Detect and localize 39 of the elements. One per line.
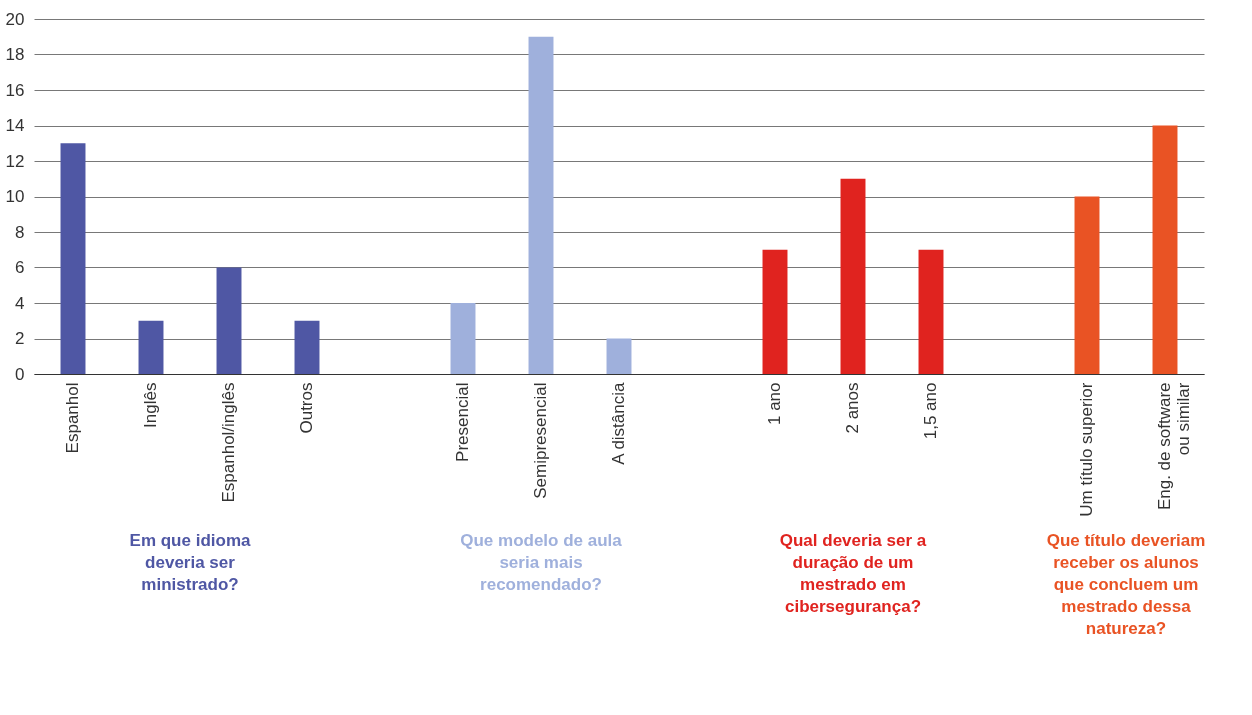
- y-tick-label: 12: [5, 151, 25, 171]
- bar: [840, 178, 866, 374]
- bar: [1152, 125, 1178, 374]
- bar: [1074, 196, 1100, 374]
- x-tick-label: 1 ano: [765, 382, 784, 426]
- x-tick-label: Eng. de software ou similar: [1155, 382, 1193, 511]
- x-tick-label: Inglês: [141, 382, 160, 428]
- y-tick-label: 0: [15, 364, 25, 384]
- bar: [294, 320, 320, 374]
- text: Qual deveria ser a duração de um mestrado em cibersegurança?: [779, 531, 927, 616]
- y-tick-label: 2: [15, 329, 25, 348]
- y-tick-label: 20: [5, 9, 25, 29]
- x-tick-label: Semipresencial: [531, 382, 550, 499]
- y-tick-label: 6: [15, 258, 25, 277]
- x-tick-label: 2 anos: [843, 382, 862, 434]
- bar: [450, 303, 476, 374]
- y-tick-label: 10: [5, 187, 25, 206]
- x-tick-label: Outros: [297, 382, 316, 434]
- bar: [138, 320, 164, 374]
- y-tick-label: 14: [5, 116, 25, 135]
- x-tick-label: Presencial: [453, 382, 472, 462]
- bar: [762, 249, 788, 374]
- x-tick-label: Espanhol: [63, 382, 82, 454]
- text: Que título deveriam receber os alunos que concluem um mestrado dessa natureza?: [1046, 531, 1206, 638]
- text: Em que idioma deveria ser ministrado?: [129, 531, 251, 594]
- x-tick-label: 1,5 ano: [921, 382, 940, 440]
- y-tick-label: 4: [15, 293, 25, 313]
- y-tick-label: 18: [5, 45, 25, 64]
- bar: [60, 143, 86, 374]
- text: Que modelo de aula seria mais recomendado?: [460, 531, 623, 594]
- bar: [528, 36, 554, 374]
- y-tick-label: 16: [5, 80, 25, 100]
- x-tick-label: Espanhol/inglês: [219, 382, 238, 503]
- x-tick-label: A distância: [609, 381, 628, 465]
- x-tick-label: Um título superior: [1077, 382, 1096, 517]
- bar: [216, 267, 242, 374]
- y-tick-label: 8: [15, 222, 25, 242]
- bar: [918, 249, 944, 374]
- bar: [606, 338, 632, 374]
